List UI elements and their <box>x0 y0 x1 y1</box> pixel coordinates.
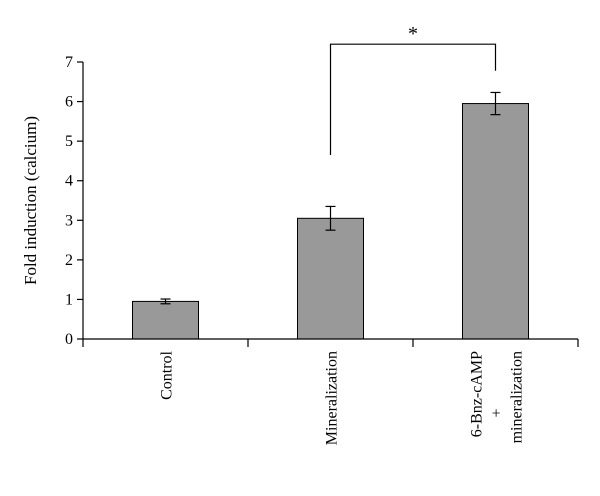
y-tick-label-1: 1 <box>65 291 73 308</box>
y-axis-title: Fold induction (calcium) <box>21 116 40 285</box>
bar-0 <box>132 300 199 340</box>
x-tick-label-0-0: Control <box>159 350 176 399</box>
x-tick-label-2-2: mineralization <box>509 351 526 443</box>
y-tick-label-7: 7 <box>65 54 73 71</box>
y-tick-label-3: 3 <box>65 212 73 229</box>
y-tick-label-2: 2 <box>65 252 73 269</box>
x-tick-label-1-0: Mineralization <box>324 351 341 445</box>
y-tick-label-0: 0 <box>65 331 73 348</box>
bar-1 <box>297 217 364 340</box>
y-tick-label-6: 6 <box>65 94 73 111</box>
x-tick-label-2-0: 6-Bnz-cAMP <box>469 351 486 437</box>
labels-group: 0 1 2 3 4 5 6 7 Control Mineralization 6-Bnz-cAMP +… <box>21 54 526 445</box>
annotations-group: * <box>329 23 497 155</box>
y-tick-label-5: 5 <box>65 133 73 150</box>
x-tick-label-2-1: + <box>489 408 506 417</box>
bar-2 <box>462 103 529 340</box>
significance-marker-0: * <box>408 23 418 45</box>
significance-bracket-0 <box>329 43 497 155</box>
axes-group <box>77 61 579 347</box>
y-tick-label-4: 4 <box>65 173 73 190</box>
error-bars-group <box>160 91 501 305</box>
